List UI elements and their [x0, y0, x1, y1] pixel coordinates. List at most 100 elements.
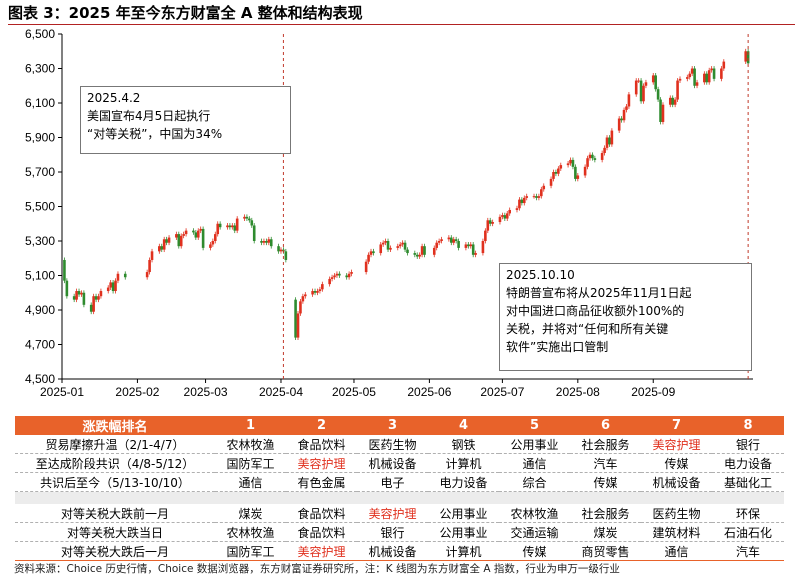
y-tick-label: 5,900: [25, 131, 55, 145]
x-tick-label: 2025-02: [115, 385, 159, 399]
candle-body: [179, 235, 183, 247]
industry-cell: 医药生物: [641, 504, 712, 523]
candle-body: [637, 80, 640, 82]
annotation-tariff-announcement: 2025.4.2 美国宣布4月5日起执行 “对等关税”，中国为34%: [80, 86, 291, 154]
candle-body: [245, 216, 249, 219]
candle-body: [299, 301, 302, 314]
annotation-text: 软件”实施出口管制: [506, 340, 609, 354]
candle-body: [688, 73, 692, 78]
candle-body: [201, 228, 205, 248]
chart-axes: 6,500 6,300 6,100 5,900 5,700 5,500 5,300 5,100…: [25, 27, 753, 399]
industry-cell: 传媒: [570, 472, 641, 492]
candle-body: [413, 253, 417, 255]
candlestick-chart: 6,500 6,300 6,100 5,900 5,700 5,500 5,300 5,100…: [25, 27, 753, 399]
candle-body: [350, 272, 353, 274]
candle-body: [440, 239, 443, 241]
y-tick-label: 6,100: [25, 96, 55, 110]
candle-body: [720, 68, 723, 79]
candle-body: [145, 272, 149, 278]
y-tick-label: 6,500: [25, 27, 55, 41]
header-rank: 8: [712, 416, 784, 435]
candle-body: [123, 273, 127, 278]
candle-body: [228, 225, 232, 228]
industry-cell: 银行: [712, 435, 784, 454]
table-row: 对等关税大跌后一月 国防军工 美容护理 机械设备 计算机 传媒 商贸零售 通信 汽车: [15, 541, 784, 561]
candle-body: [537, 196, 541, 198]
candle-body: [549, 178, 553, 186]
candle-body: [116, 273, 120, 281]
candle-body: [474, 253, 477, 255]
y-tick-label: 5,100: [25, 269, 55, 283]
industry-cell: 电力设备: [712, 453, 784, 473]
candle-body: [160, 246, 164, 250]
title-divider: [8, 24, 795, 25]
industry-cell: 石油石化: [712, 522, 784, 542]
candle-body: [262, 241, 266, 243]
industry-cell: 美容护理: [286, 541, 357, 561]
candle-body: [668, 97, 672, 105]
candle-body: [557, 168, 560, 174]
header-rank: 4: [428, 416, 499, 435]
candle-body: [277, 246, 280, 252]
candle-body: [252, 225, 256, 241]
candle-body: [389, 247, 392, 250]
candle-body: [707, 70, 711, 83]
candle-body: [705, 73, 709, 83]
candle-body: [540, 189, 543, 197]
candle-body: [488, 220, 492, 224]
candle-body: [552, 172, 555, 179]
row-label: 对等关税大跌当日: [15, 522, 215, 542]
table-header-row: 涨跌幅排名 1 2 3 4 5 6 7 8: [15, 416, 784, 435]
candle-body: [710, 68, 713, 71]
candle-body: [260, 241, 263, 243]
candle-body: [522, 197, 526, 204]
x-tick-label: 2025-08: [556, 385, 600, 399]
candle-body: [498, 216, 502, 223]
header-rank: 3: [357, 416, 428, 435]
candle-body: [111, 282, 115, 292]
candle-body: [452, 239, 456, 243]
candle-body: [501, 215, 504, 217]
table-row: 至达成阶段共识（4/8-5/12） 国防军工 美容护理 机械设备 计算机 通信 汽车 传媒 电力…: [15, 453, 784, 473]
industry-ranking-table: 涨跌幅排名 1 2 3 4 5 6 7 8 贸易摩擦升温（2/1-4/7） 农林牧渔 食品饮料 医药生物…: [15, 416, 784, 561]
candle-body: [381, 242, 385, 245]
x-tick-label: 2025-05: [332, 385, 376, 399]
candle-body: [379, 244, 383, 254]
y-tick-label: 4,700: [25, 338, 55, 352]
industry-cell: 通信: [499, 453, 570, 473]
candle-body: [279, 249, 283, 252]
industry-cell: 商贸零售: [570, 541, 641, 561]
candle-body: [209, 244, 212, 248]
candle-body: [467, 244, 470, 247]
industry-cell: 公用事业: [499, 435, 570, 454]
x-tick-label: 2025-01: [40, 385, 84, 399]
candle-body: [566, 163, 570, 166]
y-tick-label: 6,300: [25, 62, 55, 76]
candle-body: [372, 251, 375, 254]
candle-body: [673, 99, 677, 105]
candle-body: [347, 273, 351, 278]
industry-cell: 建筑材料: [641, 522, 712, 542]
page-title: 图表 3：2025 年至今东方财富全 A 整体和结构表现: [8, 4, 363, 22]
candle-body: [661, 104, 665, 122]
candle-body: [148, 259, 151, 273]
row-label: 至达成阶段共识（4/8-5/12）: [15, 453, 215, 473]
candle-body: [676, 80, 679, 100]
candle-body: [644, 82, 648, 86]
industry-cell: 公用事业: [428, 504, 499, 523]
candle-body: [316, 291, 319, 293]
x-tick-label: 2025-07: [480, 385, 524, 399]
industry-cell: 社会服务: [570, 504, 641, 523]
candle-body: [99, 291, 103, 297]
annotation-text: “对等关税”，中国为34%: [87, 127, 223, 141]
candle-body: [654, 75, 657, 90]
candle-body: [106, 287, 110, 292]
candle-body: [80, 292, 83, 295]
candle-body: [693, 68, 696, 86]
header-rank: 2: [286, 416, 357, 435]
candle-body: [617, 118, 621, 131]
candle-body: [296, 313, 300, 338]
candle-body: [447, 237, 451, 240]
candle-body: [243, 216, 246, 219]
candle-body: [486, 220, 490, 231]
